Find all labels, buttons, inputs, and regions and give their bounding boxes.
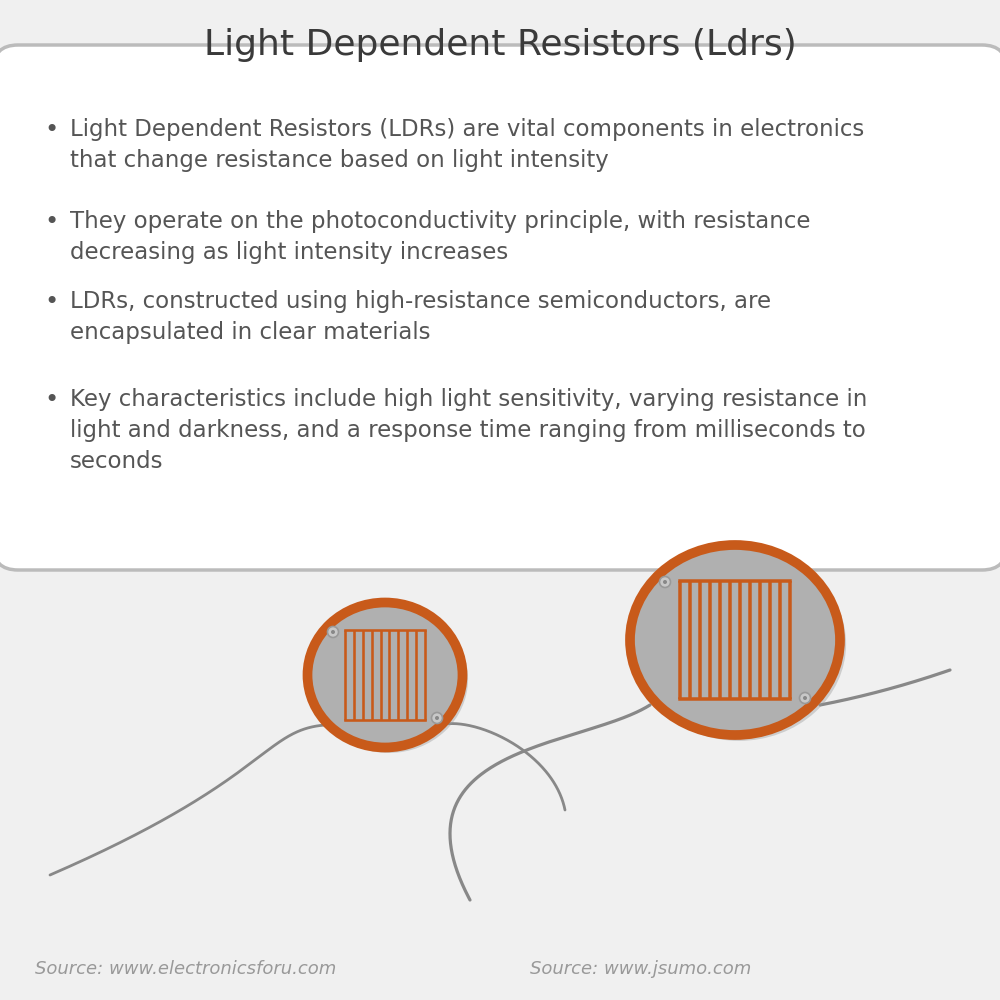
Ellipse shape bbox=[643, 556, 827, 724]
Ellipse shape bbox=[317, 611, 453, 739]
Ellipse shape bbox=[632, 547, 846, 741]
Circle shape bbox=[663, 580, 667, 584]
FancyBboxPatch shape bbox=[0, 45, 1000, 570]
Circle shape bbox=[328, 626, 338, 638]
Ellipse shape bbox=[308, 602, 462, 748]
Circle shape bbox=[803, 696, 807, 700]
Circle shape bbox=[331, 630, 335, 634]
Circle shape bbox=[435, 716, 439, 720]
Text: •: • bbox=[45, 388, 59, 412]
Circle shape bbox=[432, 712, 442, 724]
Text: Light Dependent Resistors (Ldrs): Light Dependent Resistors (Ldrs) bbox=[204, 28, 796, 62]
Ellipse shape bbox=[310, 605, 468, 753]
Ellipse shape bbox=[630, 545, 840, 735]
Circle shape bbox=[660, 576, 670, 587]
Text: Source: www.electronicsforu.com: Source: www.electronicsforu.com bbox=[35, 960, 336, 978]
Text: Light Dependent Resistors (LDRs) are vital components in electronics
that change: Light Dependent Resistors (LDRs) are vit… bbox=[70, 118, 864, 172]
Text: •: • bbox=[45, 118, 59, 142]
FancyBboxPatch shape bbox=[343, 629, 427, 721]
Text: They operate on the photoconductivity principle, with resistance
decreasing as l: They operate on the photoconductivity pr… bbox=[70, 210, 810, 264]
Text: Key characteristics include high light sensitivity, varying resistance in
light : Key characteristics include high light s… bbox=[70, 388, 867, 473]
Circle shape bbox=[799, 692, 810, 704]
Text: Source: www.jsumo.com: Source: www.jsumo.com bbox=[530, 960, 751, 978]
Text: LDRs, constructed using high-resistance semiconductors, are
encapsulated in clea: LDRs, constructed using high-resistance … bbox=[70, 290, 771, 344]
FancyBboxPatch shape bbox=[678, 580, 792, 700]
Text: •: • bbox=[45, 210, 59, 234]
Text: •: • bbox=[45, 290, 59, 314]
